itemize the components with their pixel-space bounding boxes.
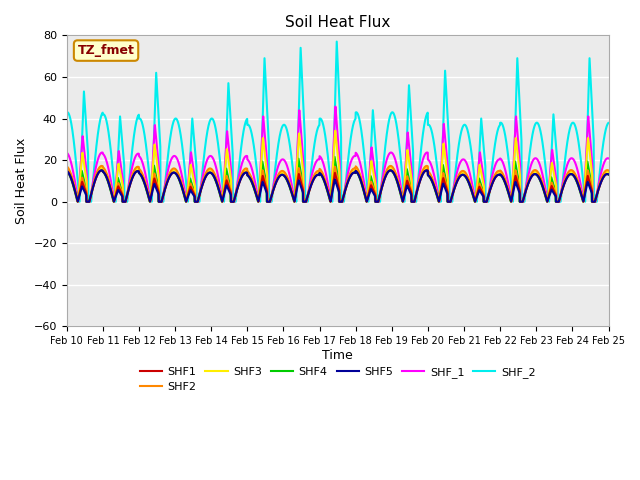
SHF1 xyxy=(536,176,543,182)
SHF_1 xyxy=(125,182,132,188)
SHF3 xyxy=(157,199,164,204)
SHF_1 xyxy=(604,156,612,161)
SHF2 xyxy=(594,187,602,192)
SHF2 xyxy=(98,163,106,169)
SHF2 xyxy=(63,164,70,169)
SHF1 xyxy=(98,168,106,173)
SHF1 xyxy=(125,186,132,192)
SHF3 xyxy=(83,199,91,204)
Legend: SHF1, SHF2, SHF3, SHF4, SHF5, SHF_1, SHF_2: SHF1, SHF2, SHF3, SHF4, SHF5, SHF_1, SHF… xyxy=(135,362,540,396)
SHF2 xyxy=(83,199,90,204)
SHF_2 xyxy=(271,171,278,177)
Line: SHF_2: SHF_2 xyxy=(67,42,608,202)
SHF4 xyxy=(604,172,612,178)
SHF_2 xyxy=(125,183,132,189)
Line: SHF3: SHF3 xyxy=(67,131,608,202)
SHF_1 xyxy=(271,177,278,183)
SHF4 xyxy=(271,182,278,188)
SHF3 xyxy=(125,186,132,192)
SHF5 xyxy=(594,188,602,194)
SHF5 xyxy=(125,186,132,192)
SHF2 xyxy=(604,168,612,173)
SHF5 xyxy=(271,183,278,189)
SHF3 xyxy=(294,145,302,151)
Y-axis label: Soil Heat Flux: Soil Heat Flux xyxy=(15,138,28,224)
SHF4 xyxy=(331,154,339,160)
SHF_1 xyxy=(332,104,339,109)
SHF4 xyxy=(536,177,543,182)
SHF5 xyxy=(98,168,106,173)
SHF4 xyxy=(294,159,302,165)
SHF3 xyxy=(604,169,612,175)
SHF1 xyxy=(74,199,82,204)
Line: SHF4: SHF4 xyxy=(67,157,608,202)
SHF1 xyxy=(271,183,278,189)
Line: SHF2: SHF2 xyxy=(67,166,608,202)
SHF4 xyxy=(74,199,81,204)
SHF3 xyxy=(594,188,602,194)
SHF5 xyxy=(536,176,543,182)
Line: SHF5: SHF5 xyxy=(67,170,608,202)
SHF2 xyxy=(536,173,543,179)
SHF_2 xyxy=(76,199,83,204)
SHF3 xyxy=(63,165,70,171)
Text: TZ_fmet: TZ_fmet xyxy=(77,44,134,57)
SHF_2 xyxy=(536,125,543,131)
SHF5 xyxy=(294,180,302,185)
SHF_2 xyxy=(63,109,70,115)
SHF_1 xyxy=(294,132,302,138)
SHF1 xyxy=(63,168,70,174)
SHF_2 xyxy=(594,186,602,192)
SHF1 xyxy=(294,175,302,180)
SHF2 xyxy=(294,169,302,175)
Line: SHF_1: SHF_1 xyxy=(67,107,608,202)
SHF_2 xyxy=(333,39,340,45)
SHF2 xyxy=(271,181,278,187)
SHF_2 xyxy=(604,120,612,126)
SHF4 xyxy=(63,168,70,174)
SHF4 xyxy=(157,199,164,204)
SHF5 xyxy=(83,199,90,204)
Title: Soil Heat Flux: Soil Heat Flux xyxy=(285,15,390,30)
SHF_2 xyxy=(157,199,164,204)
SHF5 xyxy=(63,168,70,174)
SHF_1 xyxy=(63,150,70,156)
SHF1 xyxy=(604,171,612,177)
SHF4 xyxy=(594,187,602,193)
SHF1 xyxy=(594,188,602,194)
SHF3 xyxy=(536,173,543,179)
X-axis label: Time: Time xyxy=(323,349,353,362)
SHF4 xyxy=(125,185,132,191)
SHF2 xyxy=(157,199,165,204)
SHF5 xyxy=(604,171,612,177)
SHF3 xyxy=(332,128,339,133)
SHF2 xyxy=(125,184,132,190)
SHF_1 xyxy=(594,185,602,191)
SHF_1 xyxy=(83,199,91,204)
SHF5 xyxy=(157,199,165,204)
Line: SHF1: SHF1 xyxy=(67,170,608,202)
SHF3 xyxy=(271,183,278,189)
SHF_2 xyxy=(294,135,302,141)
SHF_1 xyxy=(536,162,543,168)
SHF1 xyxy=(157,199,165,204)
SHF_1 xyxy=(157,199,164,204)
